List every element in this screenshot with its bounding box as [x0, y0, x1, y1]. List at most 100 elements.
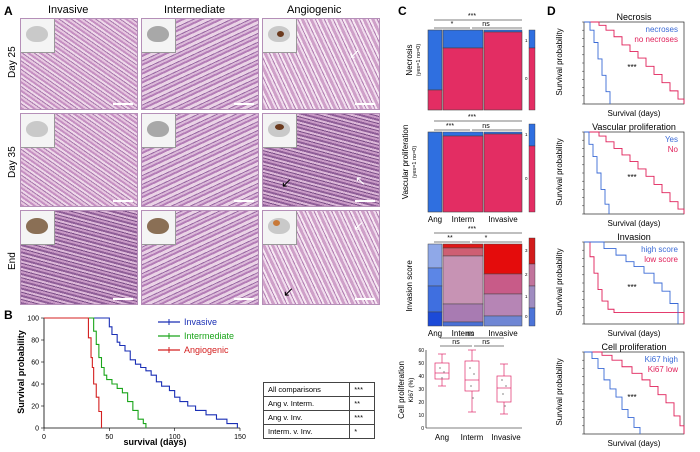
legend-blue: Yes — [665, 135, 678, 144]
row-label-day25: Day 25 — [7, 46, 18, 78]
sig-left: ** — [447, 235, 453, 242]
y-tick: 40 — [418, 374, 424, 380]
col-header-angiogenic: Angiogenic — [287, 4, 342, 16]
x-cat-ang: Ang — [435, 433, 449, 442]
histology-angiogenic-day35: ↙ ↖ — [262, 113, 380, 207]
x-cat-interm: Interm — [461, 433, 484, 442]
sig-top: *** — [468, 114, 476, 121]
curve-red — [584, 351, 685, 434]
sig-right: ns — [482, 123, 490, 130]
significance: *** — [627, 173, 636, 182]
row-label-day35: Day 35 — [7, 146, 18, 178]
panel-letter-c: C — [398, 4, 407, 18]
brain-thumbnail — [21, 211, 55, 245]
significance: *** — [627, 63, 636, 72]
y-tick: 30 — [418, 387, 424, 393]
right-label: 1 — [525, 132, 528, 137]
panel-letter-b: B — [4, 308, 13, 322]
table-row: Ang v. Inv. *** — [262, 410, 375, 425]
sig-left: * — [451, 21, 454, 28]
col-header-invasive: Invasive — [48, 4, 89, 16]
y-tick: 20 — [418, 400, 424, 406]
histology-intermediate-day35 — [141, 113, 259, 207]
survival-plot-cell-proliferation: Cell proliferation Survival probability Su… — [555, 342, 685, 448]
sig-right: ns — [482, 21, 490, 28]
y-tick-label: 0 — [35, 426, 39, 433]
x-cat-invasive: Invasive — [491, 433, 521, 442]
col-header-intermediate: Intermediate — [164, 4, 226, 16]
y-tick-label: 40 — [31, 382, 39, 389]
legend-invasive: Invasive — [184, 317, 218, 327]
x-tick-label: 150 — [234, 434, 246, 441]
y-axis-label: Survival probability — [16, 330, 26, 414]
right-label: 1 — [525, 38, 528, 43]
row-label-end: End — [7, 252, 18, 270]
series-line-invasive — [44, 317, 238, 428]
survival-plot-necrosis: Necrosis Survival probability Survival (da… — [555, 12, 685, 118]
curve-blue — [584, 351, 641, 434]
arrow-marker: ↙ — [353, 218, 364, 233]
significance: *** — [627, 283, 636, 292]
boxplot-cell-proliferation: Cell proliferation Ki67 (%) ns ns ns 60 … — [397, 331, 522, 442]
y-axis-label: Survival probability — [555, 28, 564, 95]
x-cat-interm: Interm — [452, 215, 475, 224]
brain-thumbnail — [263, 19, 297, 53]
brain-thumbnail — [263, 211, 297, 245]
histology-intermediate-end — [141, 210, 259, 305]
x-tick-label: 100 — [169, 434, 181, 441]
survival-chart-b: Survival probability survival (days) 0 20… — [16, 316, 246, 448]
plot-title: Vascular proliferation — [592, 122, 676, 132]
y-tick: 0 — [421, 426, 424, 432]
mosaic-vascular: Vascular proliferation (yes=1 no=0) *** … — [401, 114, 536, 224]
x-cat-invasive: Invasive — [488, 215, 518, 224]
y-tick-label: 100 — [27, 316, 39, 323]
x-axis-label: Survival (days) — [608, 109, 661, 118]
survival-plot-vascular-proliferation: Vascular proliferation Survival probabili… — [555, 122, 685, 228]
sig-left: ns — [452, 339, 460, 346]
sig-right: ns — [482, 339, 490, 346]
curve-blue — [584, 241, 679, 324]
brain-thumbnail — [21, 114, 55, 148]
y-axis-label: Survival probability — [555, 248, 564, 315]
panel-letter-d: D — [547, 4, 556, 18]
mosaic-invasion: Invasion score *** ** * 3 2 1 0 Ang Inte… — [405, 226, 536, 338]
sig-top: *** — [468, 13, 476, 20]
legend-red: no necroses — [634, 35, 678, 44]
right-label: 0 — [525, 314, 528, 319]
x-tick-label: 50 — [105, 434, 113, 441]
x-axis-label: Survival (days) — [608, 439, 661, 448]
legend-red: No — [668, 145, 679, 154]
series-line-angiogenic — [44, 317, 103, 428]
y-axis-sublabel: (yes=1 no=0) — [412, 146, 418, 179]
y-axis-label: Survival probability — [555, 138, 564, 205]
arrow-marker: ↙ — [283, 284, 294, 299]
y-tick: 60 — [418, 348, 424, 354]
legend-red: Ki67 low — [648, 365, 678, 374]
x-cat-invasive: Invasive — [488, 329, 518, 338]
x-axis-label: Survival (days) — [608, 329, 661, 338]
y-axis-label: Invasion score — [405, 260, 414, 312]
brain-thumbnail — [142, 19, 176, 53]
y-tick: 10 — [418, 413, 424, 419]
series-line-intermediate — [44, 317, 147, 428]
table-row: All comparisons *** — [262, 382, 375, 397]
sig-top: *** — [468, 226, 476, 233]
legend-intermediate: Intermediate — [184, 331, 235, 341]
legend-red: low score — [644, 255, 678, 264]
y-tick-label: 20 — [31, 404, 39, 411]
panel-letter-a: A — [4, 4, 13, 18]
sig-left: *** — [446, 123, 454, 130]
mosaic-necrosis: Necrosis (yes=1 no=0) *** * ns 1 0 — [405, 13, 536, 111]
plot-title: Necrosis — [616, 12, 652, 22]
brain-thumbnail — [142, 114, 176, 148]
legend-b: Invasive Intermediate Angiogenic — [158, 315, 234, 357]
histology-invasive-day25 — [20, 18, 138, 110]
y-axis-sublabel: Ki67 (%) — [408, 378, 415, 403]
histology-invasive-day35 — [20, 113, 138, 207]
significance: *** — [627, 393, 636, 402]
plot-title: Invasion — [617, 232, 651, 242]
y-axis-sublabel: (yes=1 no=0) — [416, 44, 422, 77]
right-label: 0 — [525, 76, 528, 81]
curve-red — [584, 131, 685, 214]
x-cat-ang: Ang — [428, 329, 442, 338]
